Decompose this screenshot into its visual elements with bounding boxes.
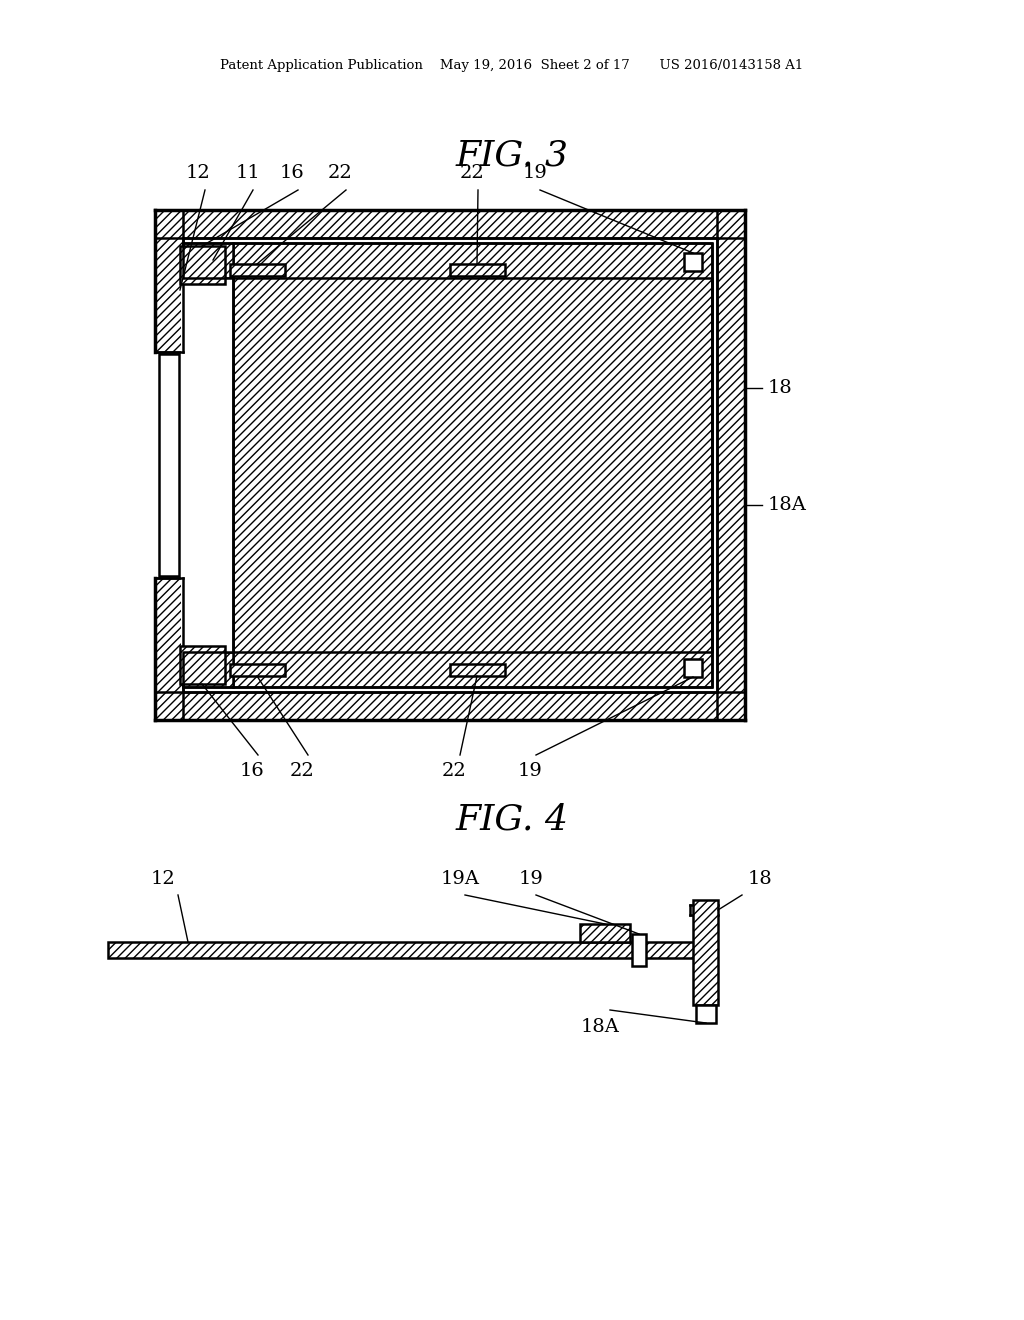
Bar: [155, 578, 183, 719]
Bar: [693, 900, 718, 1005]
Text: FIG. 3: FIG. 3: [456, 139, 568, 172]
Text: 22: 22: [290, 762, 314, 780]
Bar: [155, 210, 183, 352]
Bar: [696, 1005, 716, 1023]
Bar: [230, 664, 285, 676]
Text: 19: 19: [517, 762, 543, 780]
Bar: [155, 578, 183, 719]
Bar: [183, 652, 233, 686]
Bar: [155, 692, 745, 719]
Bar: [450, 264, 505, 276]
Bar: [180, 645, 225, 684]
Text: 18: 18: [748, 870, 773, 888]
Bar: [717, 210, 745, 719]
Text: 22: 22: [441, 762, 466, 780]
Bar: [230, 664, 285, 676]
Text: 16: 16: [240, 762, 264, 780]
Bar: [155, 210, 745, 238]
Text: 18A: 18A: [768, 496, 807, 513]
Text: 12: 12: [185, 164, 210, 182]
Bar: [717, 210, 745, 719]
Bar: [230, 264, 285, 276]
Text: 19: 19: [522, 164, 548, 182]
Bar: [155, 692, 745, 719]
Text: 12: 12: [151, 870, 175, 888]
Bar: [230, 264, 285, 276]
Text: 19: 19: [518, 870, 544, 888]
Bar: [183, 243, 233, 279]
Bar: [580, 924, 630, 942]
Bar: [159, 354, 179, 576]
Bar: [183, 652, 233, 686]
Bar: [684, 659, 702, 677]
Bar: [580, 924, 630, 942]
Text: FIG. 4: FIG. 4: [456, 803, 568, 837]
Bar: [632, 935, 646, 966]
Bar: [155, 210, 183, 352]
Bar: [693, 900, 718, 1005]
Bar: [233, 243, 712, 686]
Text: 11: 11: [236, 164, 260, 182]
Bar: [183, 243, 233, 279]
Bar: [180, 246, 225, 284]
Bar: [155, 210, 745, 238]
Bar: [450, 264, 505, 276]
Bar: [108, 942, 700, 958]
Text: 22: 22: [460, 164, 484, 182]
Bar: [684, 253, 702, 271]
Bar: [450, 664, 505, 676]
Text: 18: 18: [768, 379, 793, 397]
Text: Patent Application Publication    May 19, 2016  Sheet 2 of 17       US 2016/0143: Patent Application Publication May 19, 2…: [220, 58, 804, 71]
Bar: [233, 243, 712, 686]
Bar: [108, 942, 700, 958]
Text: 19A: 19A: [440, 870, 479, 888]
Bar: [450, 664, 505, 676]
Bar: [180, 246, 225, 284]
Bar: [180, 645, 225, 684]
Text: 22: 22: [328, 164, 352, 182]
Bar: [181, 279, 233, 652]
Text: 18A: 18A: [581, 1018, 620, 1036]
Text: 16: 16: [280, 164, 304, 182]
